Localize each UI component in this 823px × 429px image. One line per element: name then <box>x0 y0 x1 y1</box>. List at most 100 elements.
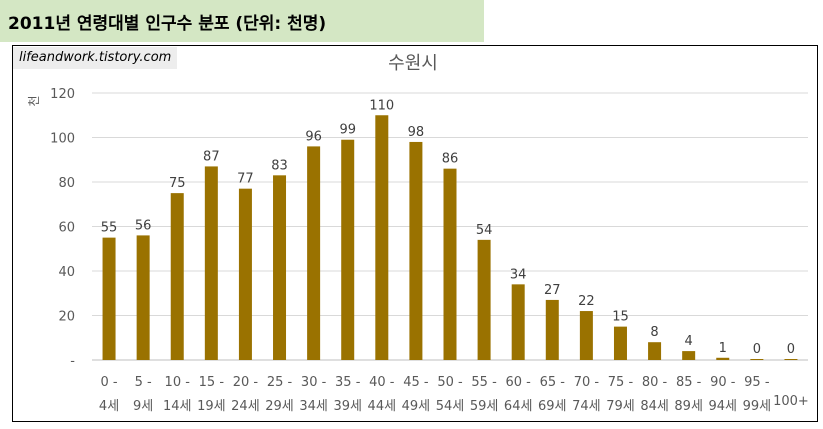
x-tick-label: 64세 <box>504 399 533 414</box>
x-tick-label: 15 - <box>199 375 225 390</box>
bar <box>409 141 423 360</box>
x-tick-label: 4세 <box>99 399 119 414</box>
x-tick-label: 24세 <box>231 399 260 414</box>
x-tick-label: 45 - <box>403 375 429 390</box>
data-labels: 55 56 75 87 77 83 96 99 110 98 86 54 34 27 22 15 8 4 1 0 0 <box>101 98 795 357</box>
bar <box>545 299 559 360</box>
x-tick-label: 5 - <box>135 375 152 390</box>
data-label: 0 <box>787 342 795 357</box>
data-label: 98 <box>408 125 425 140</box>
x-tick-label: 85 - <box>676 375 702 390</box>
x-tick-label: 94세 <box>709 399 738 414</box>
x-tick-label: 89세 <box>674 399 703 414</box>
y-tick-label: 80 <box>58 176 75 191</box>
data-label: 83 <box>271 158 288 173</box>
bar <box>238 188 252 360</box>
data-label: 27 <box>544 283 561 298</box>
x-tick-label: 0 - <box>100 375 117 390</box>
x-tick-label: 29세 <box>265 399 294 414</box>
x-tick-label: 74세 <box>572 399 601 414</box>
x-tick-label: 20 - <box>233 375 259 390</box>
data-label: 8 <box>650 325 658 340</box>
data-label: 1 <box>719 341 727 356</box>
bar <box>204 166 218 360</box>
x-tick-label: 44세 <box>368 399 397 414</box>
data-label: 15 <box>612 310 629 325</box>
data-label: 0 <box>753 342 761 357</box>
bar <box>273 175 287 360</box>
x-tick-label: 100+ <box>773 394 809 409</box>
watermark-text: lifeandwork.tistory.com <box>19 50 172 65</box>
x-tick-label: 34세 <box>299 399 328 414</box>
x-tick-label: 80 - <box>642 375 668 390</box>
page-title: 2011년 연령대별 인구수 분포 (단위: 천명) <box>8 14 327 34</box>
data-label: 87 <box>203 149 220 164</box>
chart-title: 수원시 <box>388 53 438 74</box>
x-tick-label: 55 - <box>471 375 497 390</box>
bar <box>682 351 696 360</box>
bar <box>375 115 389 360</box>
bar <box>341 139 355 360</box>
watermark: lifeandwork.tistory.com <box>13 47 177 69</box>
y-tick-label: 100 <box>50 132 75 147</box>
data-label: 77 <box>237 172 254 187</box>
data-label: 86 <box>442 152 459 167</box>
data-label: 54 <box>476 223 493 238</box>
data-label: 34 <box>510 267 527 282</box>
x-tick-label: 49세 <box>402 399 431 414</box>
x-tick-label: 14세 <box>163 399 192 414</box>
bars <box>102 115 798 360</box>
bar <box>477 239 491 360</box>
x-tick-label: 70 - <box>574 375 600 390</box>
x-tick-label: 99세 <box>743 399 772 414</box>
x-tick-label: 54세 <box>436 399 465 414</box>
bar <box>716 357 730 360</box>
y-tick-label: 20 <box>58 310 75 325</box>
x-tick-label: 65 - <box>540 375 566 390</box>
data-label: 4 <box>685 334 693 349</box>
bar <box>307 146 321 360</box>
bar <box>170 193 184 360</box>
x-tick-label: 84세 <box>640 399 669 414</box>
y-tick-label: 60 <box>58 221 75 236</box>
bar <box>443 168 457 360</box>
bar <box>784 359 798 360</box>
x-tick-label: 59세 <box>470 399 499 414</box>
y-tick-label: 120 <box>50 87 75 102</box>
x-tick-label: 69세 <box>538 399 567 414</box>
x-tick-label: 10 - <box>165 375 191 390</box>
x-tick-label: 90 - <box>710 375 736 390</box>
data-label: 56 <box>135 218 152 233</box>
x-tick-label: 79세 <box>606 399 635 414</box>
data-label: 96 <box>305 129 322 144</box>
y-axis-label: 천 <box>26 95 41 106</box>
x-tick-label: 39세 <box>333 399 362 414</box>
x-axis-ticks: 0 - 4세 5 - 9세 10 - 14세 15 - 19세 20 - 24세 25 - 29세 30… <box>99 375 809 414</box>
x-tick-label: 40 - <box>369 375 395 390</box>
header-band: 2011년 연령대별 인구수 분포 (단위: 천명) <box>0 0 484 42</box>
bar <box>136 235 150 360</box>
x-tick-label: 30 - <box>301 375 327 390</box>
bar <box>579 311 593 360</box>
x-tick-label: 75 - <box>608 375 634 390</box>
data-label: 110 <box>369 98 394 113</box>
data-label: 75 <box>169 176 186 191</box>
bar <box>511 284 525 360</box>
bar <box>750 359 764 360</box>
x-tick-label: 50 - <box>437 375 463 390</box>
x-tick-label: 19세 <box>197 399 226 414</box>
bar <box>648 342 662 360</box>
x-tick-label: 9세 <box>133 399 153 414</box>
bar <box>613 326 627 360</box>
x-tick-label: 35 - <box>335 375 361 390</box>
bar <box>102 237 116 360</box>
data-label: 99 <box>339 123 356 138</box>
y-axis-ticks: - 20 40 60 80 100 120 <box>50 87 75 369</box>
data-label: 55 <box>101 221 118 236</box>
x-tick-label: 25 - <box>267 375 293 390</box>
y-tick-label: - <box>70 354 75 369</box>
y-tick-label: 40 <box>58 265 75 280</box>
data-label: 22 <box>578 294 595 309</box>
x-tick-label: 95 - <box>744 375 770 390</box>
